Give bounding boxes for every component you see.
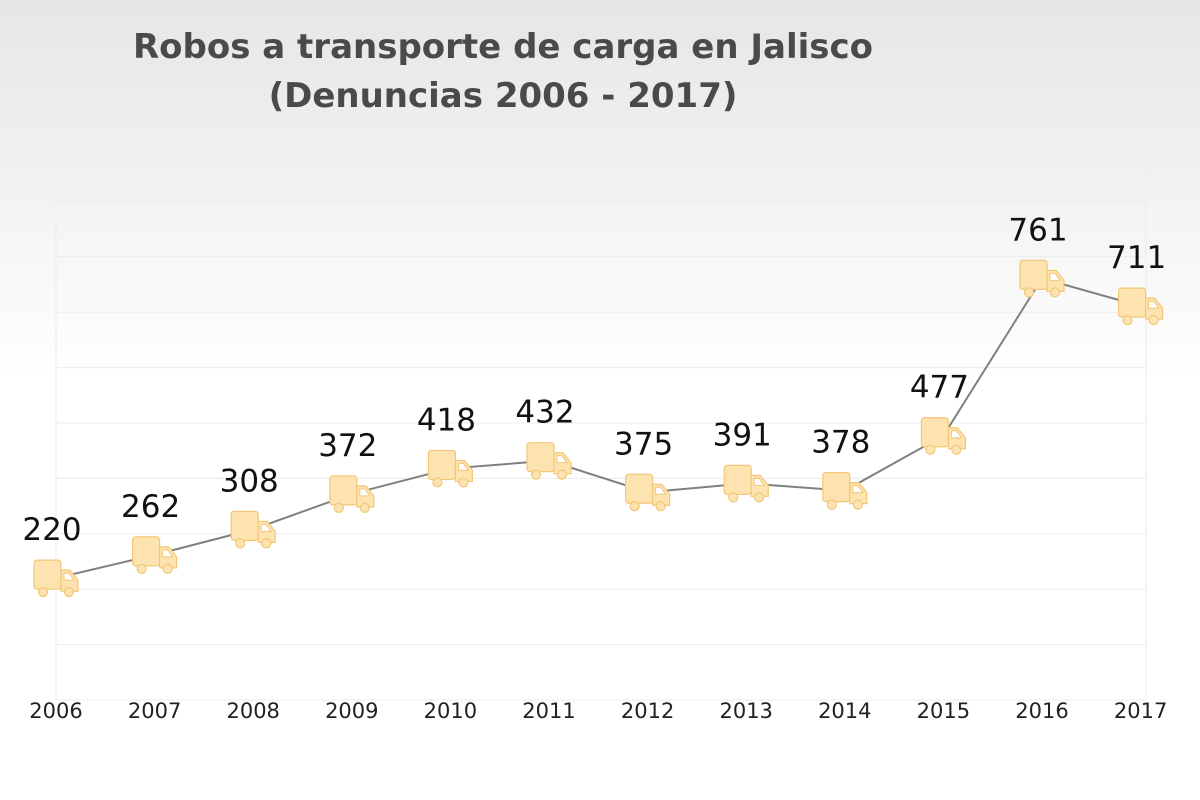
truck-icon (329, 475, 375, 514)
data-label: 418 (417, 402, 476, 438)
truck-icon (526, 442, 572, 480)
data-label: 372 (318, 428, 377, 464)
data-label: 477 (910, 370, 969, 406)
truck-icon (230, 510, 276, 549)
x-tick-label: 2015 (917, 699, 970, 723)
data-labels: 220 262 308 372 418 432 375 391 378 477 761 711 (22, 212, 1166, 548)
data-label: 432 (515, 395, 574, 431)
truck-icon (132, 536, 178, 574)
truck-icon (1117, 287, 1164, 326)
x-tick-label: 2017 (1114, 699, 1167, 723)
markers (33, 259, 1164, 598)
chart-subtitle: (Denuncias 2006 - 2017) (269, 76, 738, 116)
x-tick-label: 2008 (226, 699, 279, 723)
data-label: 308 (220, 463, 279, 499)
x-tick-label: 2009 (325, 699, 378, 723)
x-tick-label: 2014 (818, 699, 871, 723)
truck-icon (822, 471, 868, 510)
data-label: 711 (1107, 240, 1166, 276)
data-label: 220 (22, 512, 81, 548)
x-tick-label: 2013 (719, 699, 772, 723)
truck-icon (624, 473, 671, 512)
chart-title: Robos a transporte de carga en Jalisco (133, 27, 873, 67)
x-tick-label: 2006 (29, 699, 82, 723)
truck-icon (723, 464, 769, 503)
data-label: 761 (1008, 212, 1067, 248)
data-label: 375 (614, 426, 673, 462)
data-label: 378 (811, 425, 870, 461)
truck-icon (1019, 259, 1065, 298)
truck-icon (33, 559, 79, 598)
x-tick-label: 2010 (424, 699, 477, 723)
x-tick-label: 2016 (1015, 699, 1068, 723)
x-tick-label: 2007 (128, 699, 181, 723)
data-label: 262 (121, 489, 180, 525)
series-line (55, 277, 1141, 580)
gridlines (55, 145, 1147, 701)
truck-icon (427, 449, 473, 488)
x-tick-label: 2011 (522, 699, 575, 723)
x-axis-ticks: 2006 2007 2008 2009 2010 2011 2012 2013 2014 2015… (29, 699, 1167, 723)
x-tick-label: 2012 (621, 699, 674, 723)
truck-icon (920, 417, 967, 455)
data-label: 391 (713, 417, 772, 453)
